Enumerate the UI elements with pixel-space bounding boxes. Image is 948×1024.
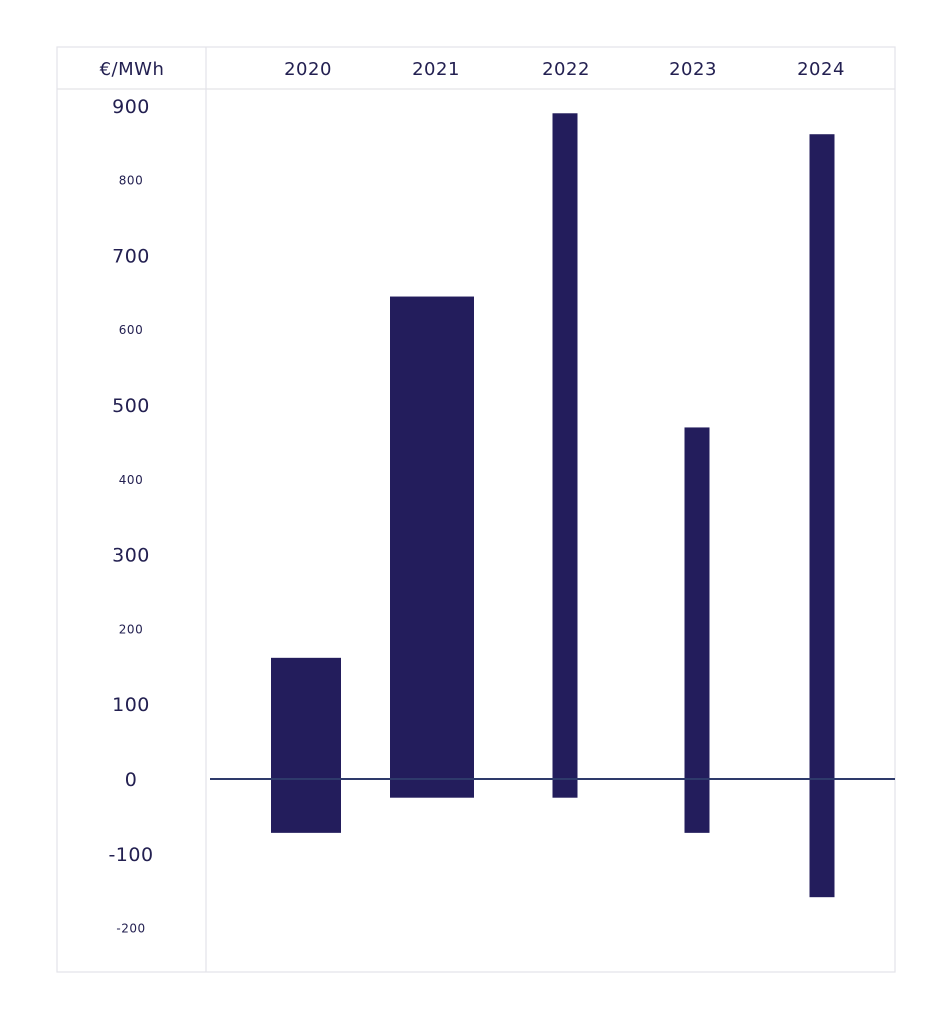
y-ticks-layer: 900 800 700 600 500 400 300 200 100 0 -100 -200	[108, 96, 153, 936]
y-tick-label: 600	[119, 323, 143, 337]
year-label-2020: 2020	[284, 59, 332, 80]
y-tick-label: 100	[112, 694, 150, 716]
range-bar-2023	[684, 427, 710, 833]
y-tick-label: 500	[112, 395, 150, 417]
range-bar-2020	[271, 657, 341, 833]
unit-label: €/MWh	[100, 59, 165, 80]
chart-frame	[56, 46, 896, 973]
y-tick-label: -200	[116, 922, 145, 936]
y-tick-label: 700	[112, 245, 150, 267]
y-tick-label: 800	[119, 174, 143, 188]
year-label-2021: 2021	[412, 59, 460, 80]
bars-layer	[210, 113, 895, 898]
year-label-2023: 2023	[669, 59, 717, 80]
year-label-2022: 2022	[542, 59, 590, 80]
y-tick-label: 300	[112, 545, 150, 567]
y-tick-label: -100	[108, 844, 153, 866]
range-bar-2022	[552, 113, 578, 798]
year-label-2024: 2024	[797, 59, 845, 80]
y-tick-label: 0	[125, 769, 138, 791]
y-tick-label: 900	[112, 96, 150, 118]
range-bar-2024	[809, 134, 835, 898]
range-bar-2021	[390, 296, 474, 798]
y-tick-label: 400	[119, 473, 143, 487]
y-tick-label: 200	[119, 622, 143, 636]
